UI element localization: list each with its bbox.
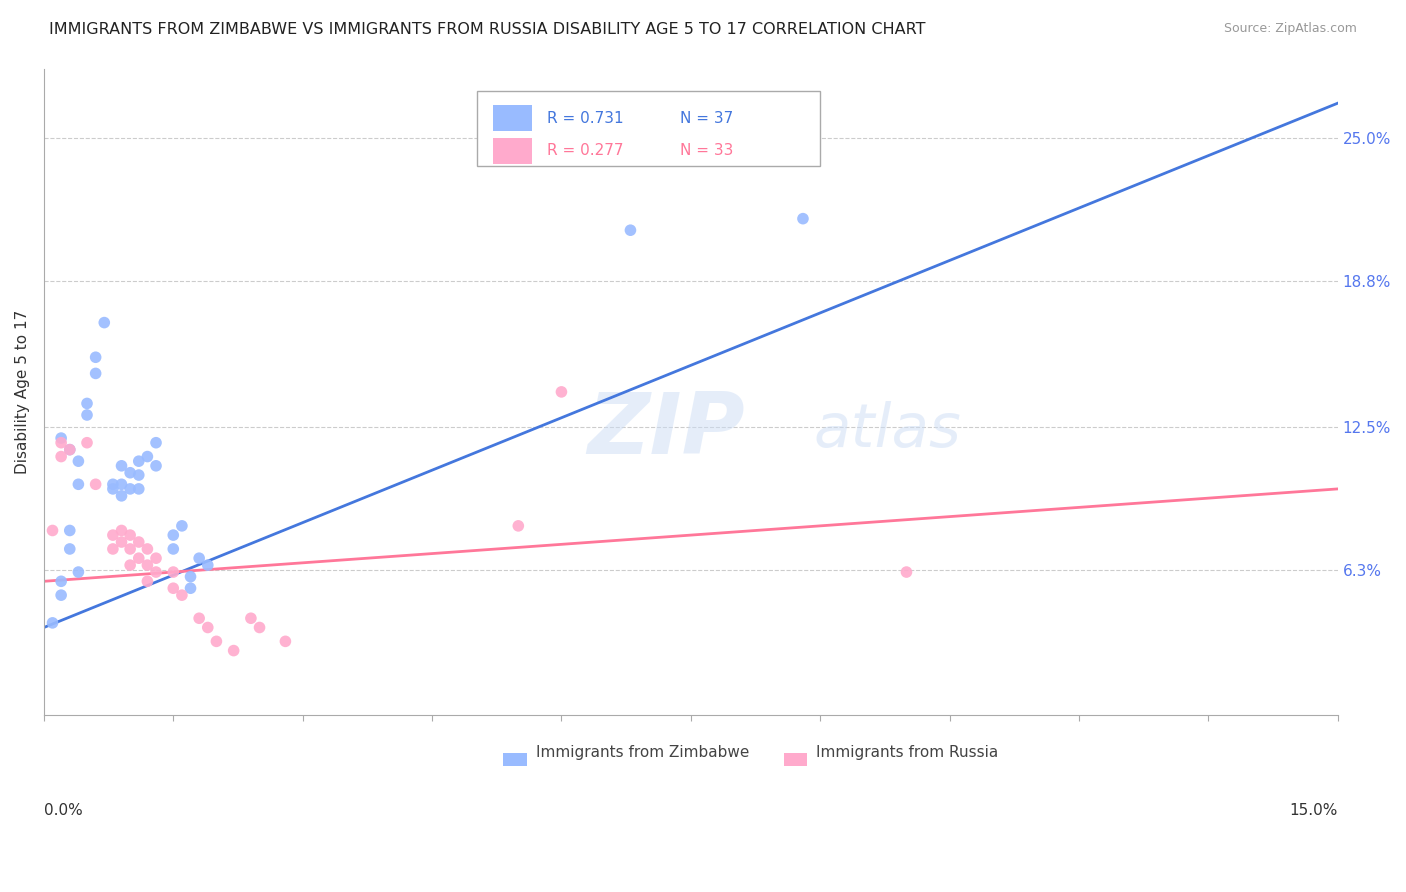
Point [145, 565, 167, 579]
Point [120, 541, 142, 556]
FancyBboxPatch shape [478, 91, 820, 166]
Point [67, 454, 90, 468]
Point [180, 581, 202, 595]
Point [76, 408, 98, 422]
Point [49, 574, 72, 589]
Text: Source: ZipAtlas.com: Source: ZipAtlas.com [1223, 22, 1357, 36]
Text: N = 37: N = 37 [681, 111, 734, 126]
Point [76, 435, 98, 450]
Point [120, 466, 142, 480]
Text: R = 0.277: R = 0.277 [547, 143, 624, 158]
Point [162, 528, 184, 542]
Point [120, 528, 142, 542]
FancyBboxPatch shape [494, 105, 531, 131]
Point [84, 477, 107, 491]
Point [49, 450, 72, 464]
Point [792, 211, 814, 226]
Text: ZIP: ZIP [588, 389, 745, 472]
FancyBboxPatch shape [503, 753, 526, 765]
Text: atlas: atlas [814, 401, 962, 460]
Point [188, 611, 211, 625]
Point [896, 565, 918, 579]
Y-axis label: Disability Age 5 to 17: Disability Age 5 to 17 [15, 310, 30, 474]
Point [49, 435, 72, 450]
Point [101, 528, 124, 542]
Point [120, 558, 142, 573]
Point [619, 223, 641, 237]
Point [101, 477, 124, 491]
Point [128, 551, 150, 566]
Point [120, 482, 142, 496]
Point [136, 450, 159, 464]
Point [101, 541, 124, 556]
Point [110, 524, 132, 538]
Point [110, 477, 132, 491]
Point [110, 489, 132, 503]
Point [222, 643, 245, 657]
FancyBboxPatch shape [785, 753, 807, 765]
Text: 15.0%: 15.0% [1289, 803, 1337, 818]
Point [170, 519, 193, 533]
Point [59, 442, 82, 457]
Point [274, 634, 297, 648]
Point [110, 535, 132, 549]
Point [93, 316, 115, 330]
Point [128, 468, 150, 483]
Point [49, 588, 72, 602]
Point [76, 396, 98, 410]
Point [145, 458, 167, 473]
Point [67, 477, 90, 491]
Text: IMMIGRANTS FROM ZIMBABWE VS IMMIGRANTS FROM RUSSIA DISABILITY AGE 5 TO 17 CORREL: IMMIGRANTS FROM ZIMBABWE VS IMMIGRANTS F… [49, 22, 925, 37]
Point [197, 620, 219, 634]
Point [508, 519, 530, 533]
Point [136, 558, 159, 573]
FancyBboxPatch shape [494, 137, 531, 163]
Point [110, 458, 132, 473]
Text: Immigrants from Russia: Immigrants from Russia [817, 746, 998, 760]
Point [59, 524, 82, 538]
Text: N = 33: N = 33 [681, 143, 734, 158]
Point [59, 442, 82, 457]
Point [188, 551, 211, 566]
Text: R = 0.731: R = 0.731 [547, 111, 624, 126]
Point [162, 581, 184, 595]
Point [67, 565, 90, 579]
Point [41, 524, 63, 538]
Point [59, 541, 82, 556]
Point [49, 431, 72, 445]
Text: 0.0%: 0.0% [44, 803, 83, 818]
Point [101, 482, 124, 496]
Point [41, 615, 63, 630]
Point [197, 558, 219, 573]
Point [205, 634, 228, 648]
Point [145, 435, 167, 450]
Point [136, 541, 159, 556]
Point [550, 384, 572, 399]
Point [128, 482, 150, 496]
Point [162, 541, 184, 556]
Point [136, 574, 159, 589]
Point [84, 367, 107, 381]
Point [84, 350, 107, 364]
Point [249, 620, 271, 634]
Point [128, 535, 150, 549]
Point [170, 588, 193, 602]
Point [128, 454, 150, 468]
Text: Immigrants from Zimbabwe: Immigrants from Zimbabwe [536, 746, 749, 760]
Point [162, 565, 184, 579]
Point [180, 569, 202, 583]
Point [145, 551, 167, 566]
Point [239, 611, 262, 625]
